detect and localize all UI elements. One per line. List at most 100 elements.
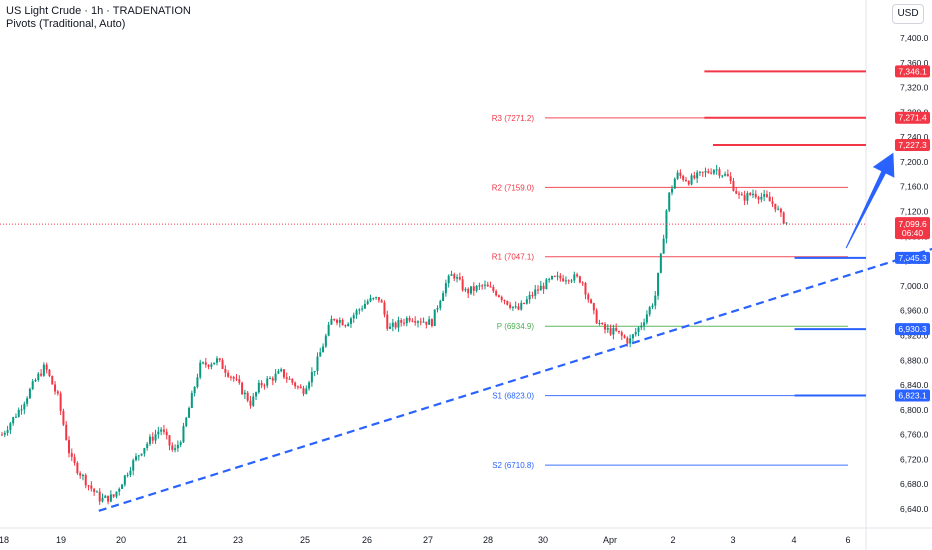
candle (162, 429, 165, 432)
candle (735, 190, 738, 194)
candle (754, 193, 757, 198)
candle (712, 169, 715, 174)
candle (447, 275, 450, 284)
candle (590, 299, 593, 304)
candle (562, 278, 565, 282)
candle (377, 296, 380, 301)
candle (617, 330, 620, 333)
pivot-label-r1: R1 (7047.1) (492, 253, 535, 262)
x-tick-label: 23 (233, 535, 243, 545)
candle (771, 201, 774, 204)
candle (20, 409, 23, 411)
candle (310, 372, 313, 383)
level-price-tag (895, 111, 930, 124)
candle (296, 386, 299, 388)
indicator-label[interactable]: Pivots (Traditional, Auto) (6, 18, 126, 30)
x-tick-label: 2 (670, 535, 675, 545)
symbol-title[interactable]: US Light Crude · 1h · TRADENATION (6, 5, 191, 17)
candle (548, 279, 551, 281)
candle (313, 371, 316, 373)
candle (696, 172, 699, 179)
x-tick-label: 25 (300, 535, 310, 545)
x-tick-label: 18 (0, 535, 9, 545)
y-tick-label: 7,240.0 (900, 132, 929, 142)
candle (751, 193, 754, 195)
x-tick-label: 26 (362, 535, 372, 545)
candle (612, 327, 615, 335)
candle (98, 491, 101, 502)
candle (601, 323, 604, 325)
candle (545, 279, 548, 290)
candle (235, 378, 238, 380)
candle (109, 494, 112, 502)
candle (570, 280, 573, 282)
candle (525, 299, 528, 304)
candle (165, 431, 168, 436)
y-tick-label: 6,680.0 (900, 479, 929, 489)
candle (573, 274, 576, 281)
candle (506, 300, 509, 305)
candle (394, 322, 397, 328)
candle (620, 332, 623, 336)
candle (363, 303, 366, 309)
candle (763, 194, 766, 197)
level-price-tag (895, 139, 930, 152)
candle (718, 169, 721, 176)
pivot-label-r2: R2 (7159.0) (492, 183, 535, 192)
candle (615, 327, 618, 331)
candle (458, 277, 461, 280)
candle (673, 178, 676, 189)
candle (785, 222, 788, 224)
candle (693, 175, 696, 179)
candle (765, 194, 768, 197)
candle (411, 320, 414, 322)
candle (774, 203, 777, 210)
candle (383, 302, 386, 315)
last-price-label: 7,099.6 (898, 219, 927, 229)
candle (760, 196, 763, 200)
candle (492, 287, 495, 292)
level-price-label: 6,930.3 (898, 324, 927, 334)
candle (305, 388, 308, 394)
candle (65, 424, 68, 441)
candle (749, 193, 752, 195)
currency-button[interactable]: USD (892, 4, 924, 24)
candle (489, 286, 492, 288)
candle (606, 328, 609, 330)
candle (42, 364, 45, 376)
candle (567, 280, 570, 282)
candle (690, 175, 693, 185)
y-tick-label: 7,360.0 (900, 58, 929, 68)
pivot-label-s1: S1 (6823.0) (492, 392, 534, 401)
candle (252, 396, 255, 406)
candle (595, 310, 598, 324)
candle (218, 358, 221, 361)
candle (403, 322, 406, 324)
candle (171, 445, 174, 450)
candle (51, 375, 54, 385)
candle (199, 362, 202, 378)
candle (456, 277, 459, 279)
candle (470, 286, 473, 294)
candle (779, 208, 782, 213)
candle (285, 377, 288, 379)
candle (160, 429, 163, 432)
candle (207, 364, 210, 367)
candle (464, 288, 467, 291)
candle (104, 495, 107, 498)
candle (687, 181, 690, 185)
candle (475, 285, 478, 291)
trendline[interactable] (98, 238, 932, 512)
candle (126, 474, 129, 476)
up-arrow[interactable] (845, 152, 895, 249)
candle (9, 423, 12, 431)
candle (556, 275, 559, 277)
candle (146, 443, 149, 449)
candle (302, 388, 305, 394)
candle (520, 302, 523, 310)
candle (101, 497, 104, 502)
candle (386, 314, 389, 329)
candle (324, 335, 327, 347)
candle (93, 488, 96, 492)
